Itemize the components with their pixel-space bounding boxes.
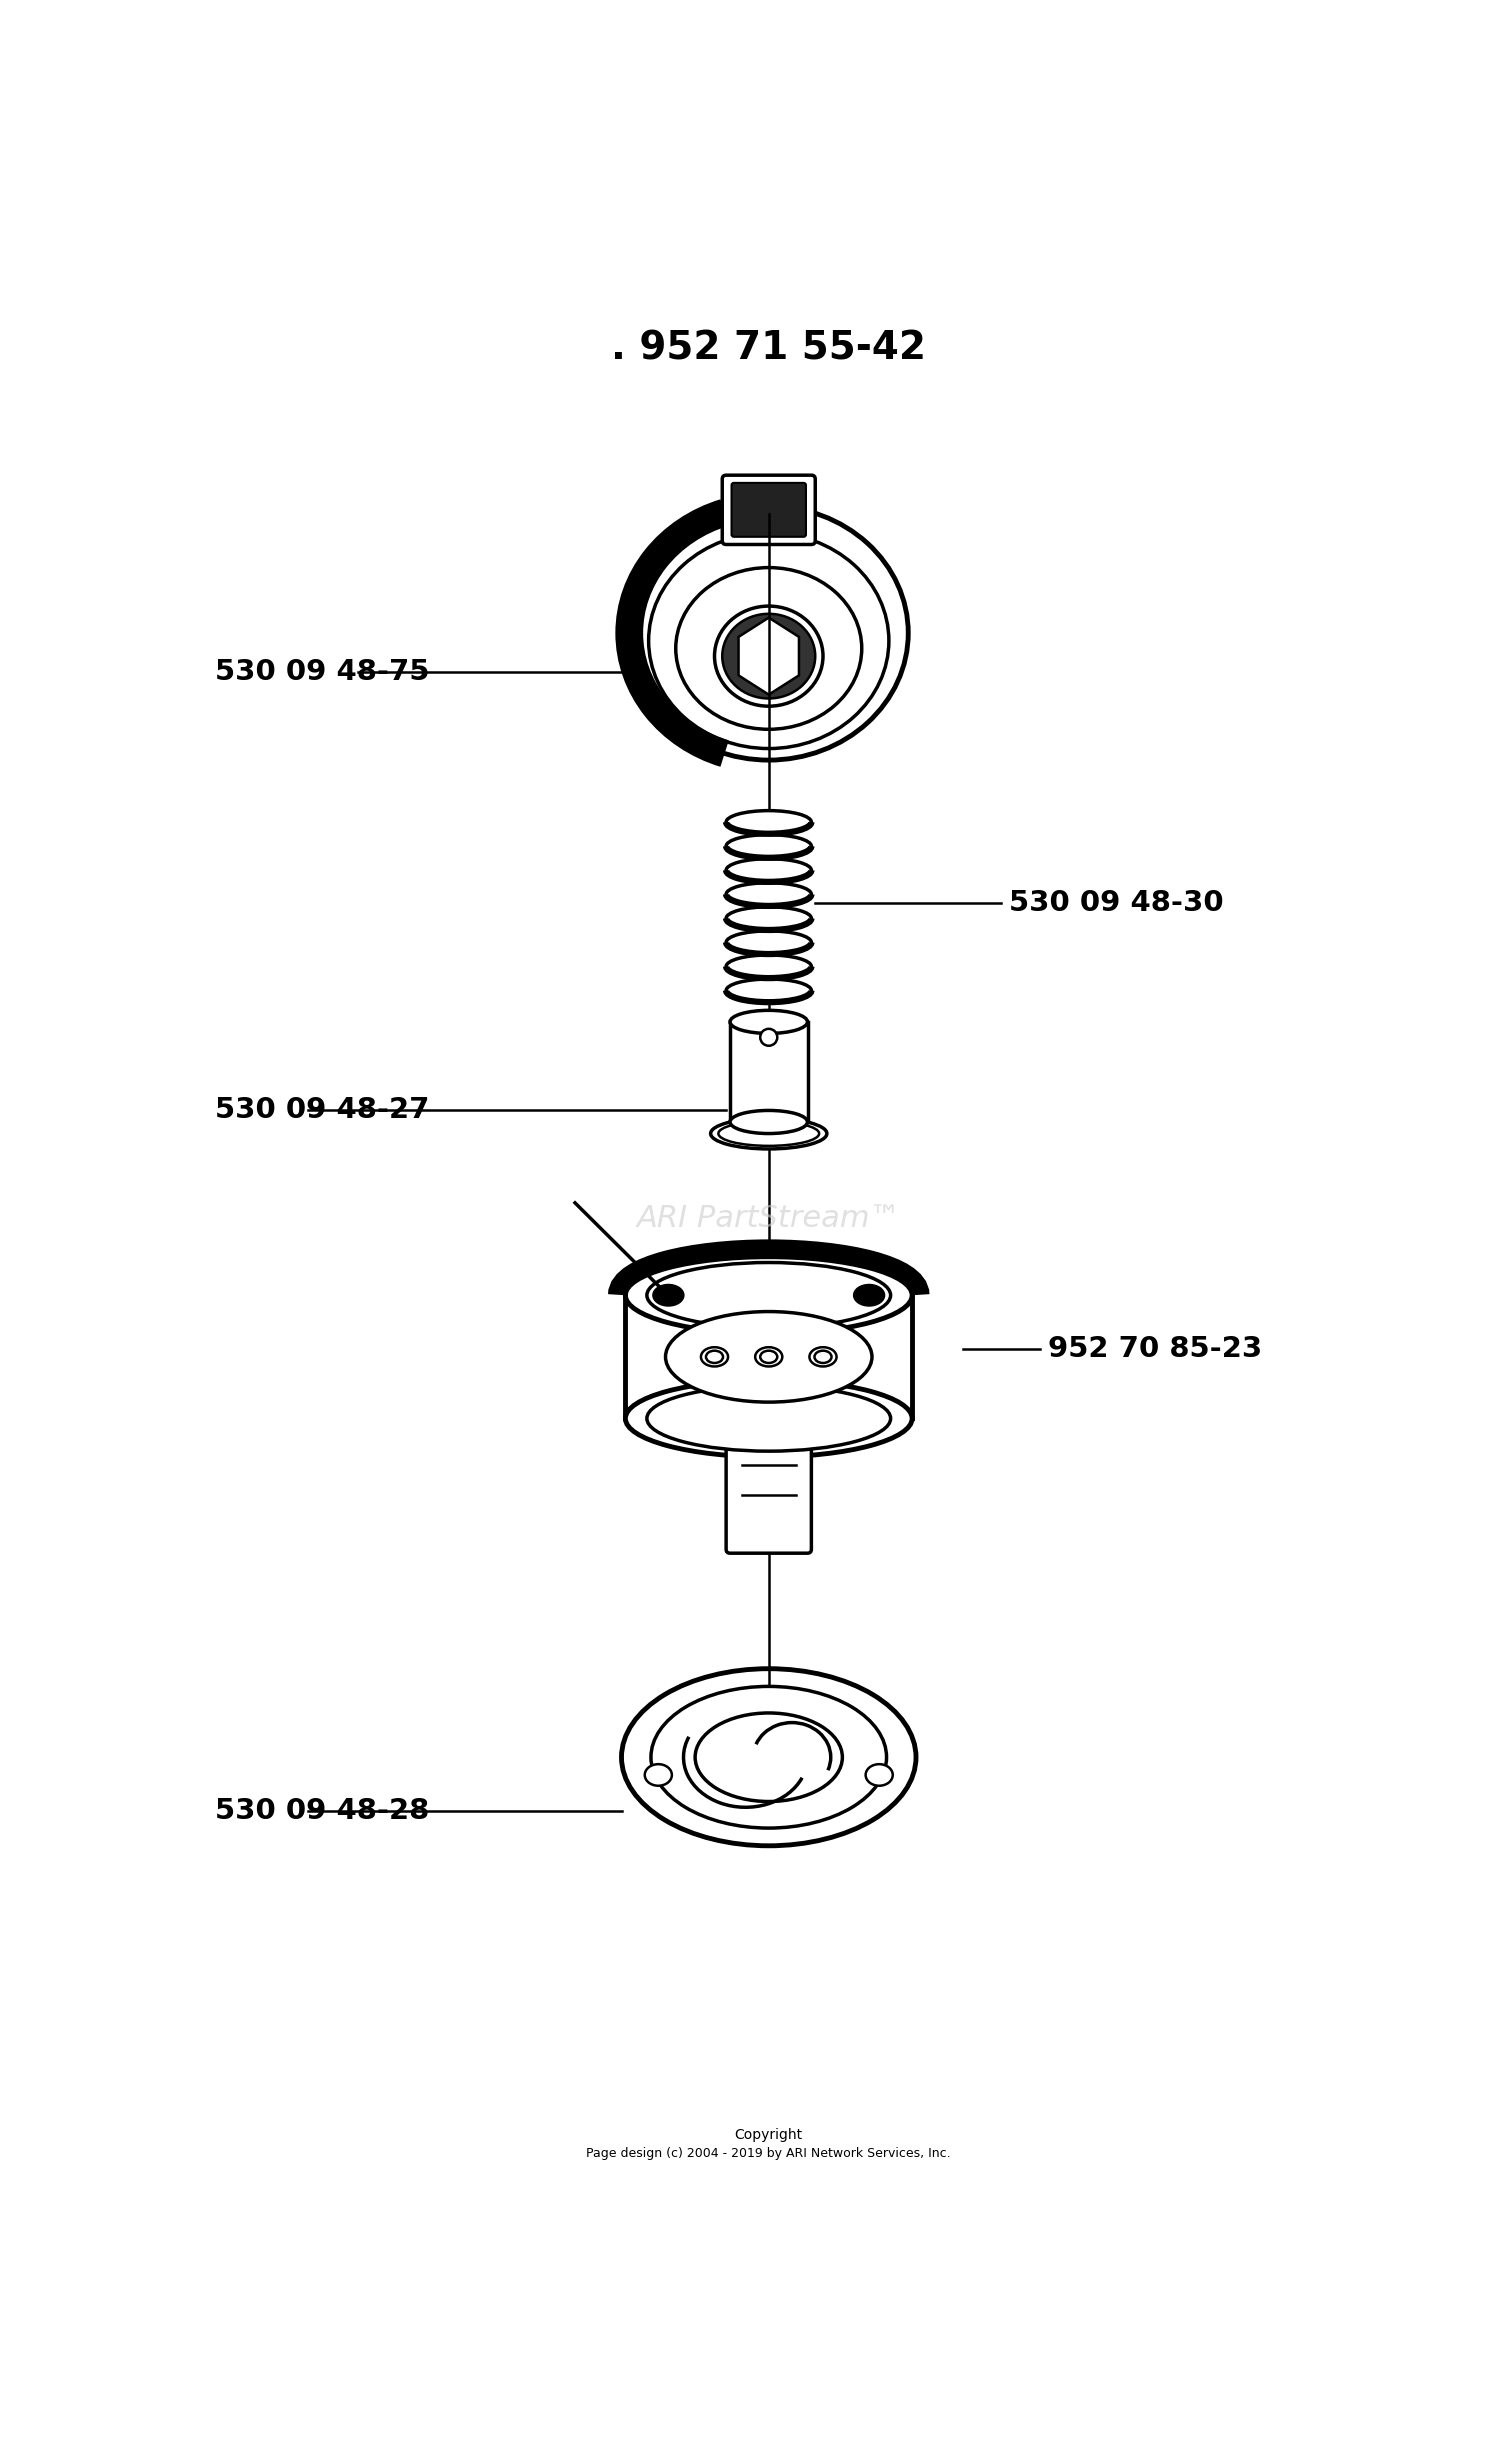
Ellipse shape — [646, 1263, 891, 1329]
Ellipse shape — [723, 613, 816, 699]
Text: . 952 71 55-42: . 952 71 55-42 — [612, 329, 926, 368]
Ellipse shape — [730, 1111, 807, 1133]
Text: 530 09 48-27: 530 09 48-27 — [214, 1096, 429, 1125]
Text: 530 09 48-28: 530 09 48-28 — [214, 1797, 429, 1824]
Ellipse shape — [626, 1380, 912, 1456]
Ellipse shape — [853, 1285, 885, 1307]
Text: 530 09 48-75: 530 09 48-75 — [214, 657, 429, 687]
Ellipse shape — [711, 1118, 827, 1150]
Ellipse shape — [646, 1385, 891, 1452]
Ellipse shape — [865, 1763, 892, 1785]
FancyBboxPatch shape — [732, 483, 806, 537]
Ellipse shape — [760, 1030, 777, 1045]
Ellipse shape — [700, 1346, 727, 1366]
Text: ARI PartStream™: ARI PartStream™ — [636, 1204, 902, 1233]
Ellipse shape — [645, 1763, 672, 1785]
Ellipse shape — [718, 1121, 819, 1145]
Text: 530 09 48-30: 530 09 48-30 — [1010, 888, 1224, 917]
Ellipse shape — [815, 1351, 831, 1363]
Ellipse shape — [652, 1285, 684, 1307]
Text: Copyright: Copyright — [735, 2128, 802, 2141]
Ellipse shape — [760, 1351, 777, 1363]
Polygon shape — [738, 618, 800, 694]
Ellipse shape — [706, 1351, 723, 1363]
FancyBboxPatch shape — [723, 476, 816, 544]
Ellipse shape — [714, 606, 824, 706]
Text: Page design (c) 2004 - 2019 by ARI Network Services, Inc.: Page design (c) 2004 - 2019 by ARI Netwo… — [586, 2148, 951, 2160]
Ellipse shape — [694, 1714, 843, 1802]
Ellipse shape — [730, 1010, 807, 1032]
Text: 952 70 85-23: 952 70 85-23 — [1047, 1336, 1262, 1363]
FancyBboxPatch shape — [730, 1022, 807, 1123]
Ellipse shape — [754, 1346, 783, 1366]
Ellipse shape — [666, 1312, 872, 1403]
Ellipse shape — [810, 1346, 837, 1366]
FancyBboxPatch shape — [726, 1444, 812, 1552]
Ellipse shape — [626, 1258, 912, 1334]
